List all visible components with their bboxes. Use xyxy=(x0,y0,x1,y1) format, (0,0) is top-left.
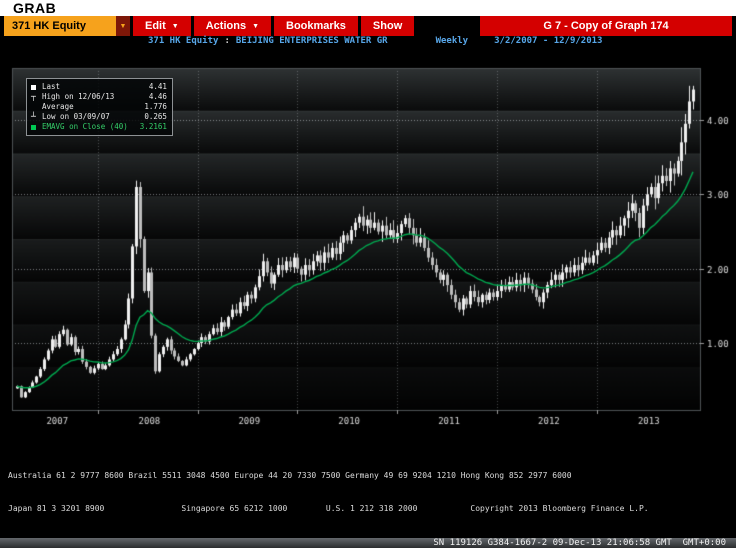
command-toolbar: 371 HK Equity ▼ Edit ▼ Actions ▼ Bookmar… xyxy=(0,16,736,36)
chart-area: Last 4.41 High on 12/06/13 4.46 Average … xyxy=(0,46,736,446)
info-frequency[interactable]: Weekly xyxy=(435,36,469,46)
info-security: 371 HK Equity xyxy=(148,36,219,46)
info-security-name: BEIJING ENTERPRISES WATER GR xyxy=(235,36,388,46)
edit-button[interactable]: Edit ▼ xyxy=(133,16,191,36)
graph-title: G 7 - Copy of Graph 174 xyxy=(480,16,732,36)
security-info-bar: 371 HK Equity : BEIJING ENTERPRISES WATE… xyxy=(0,36,736,46)
caret-down-icon: ▼ xyxy=(119,22,127,30)
show-button[interactable]: Show xyxy=(360,16,415,36)
legend-row-last: Last 4.41 xyxy=(31,82,167,92)
chart-legend[interactable]: Last 4.41 High on 12/06/13 4.46 Average … xyxy=(26,78,173,136)
legend-row-low: Low on 03/09/07 0.265 xyxy=(31,112,167,122)
actions-button[interactable]: Actions ▼ xyxy=(193,16,271,36)
bloomberg-footer: Australia 61 2 9777 8600 Brazil 5511 304… xyxy=(0,446,736,538)
footer-line-1: Australia 61 2 9777 8600 Brazil 5511 304… xyxy=(8,471,572,480)
emavg-marker-icon xyxy=(31,124,40,130)
legend-row-emavg: EMAVG on Close (40) 3.2161 xyxy=(31,122,167,132)
session-info: SN 119126 G384-1667-2 09-Dec-13 21:06:58… xyxy=(433,538,726,548)
legend-row-high: High on 12/06/13 4.46 xyxy=(31,92,167,102)
low-marker-icon xyxy=(31,111,40,123)
security-field[interactable]: 371 HK Equity ▼ xyxy=(4,16,130,36)
legend-row-average: Average 1.776 xyxy=(42,101,167,111)
grab-bar: GRAB xyxy=(0,0,736,16)
info-date-range[interactable]: 3/2/2007 - 12/9/2013 xyxy=(494,36,603,46)
security-input[interactable]: 371 HK Equity xyxy=(4,16,116,36)
high-marker-icon xyxy=(31,91,40,103)
footer-line-2: Japan 81 3 3201 8900 Singapore 65 6212 1… xyxy=(8,504,649,513)
grab-label: GRAB xyxy=(13,0,57,16)
last-marker-icon xyxy=(31,84,40,90)
caret-down-icon: ▼ xyxy=(252,22,259,30)
status-bar: SN 119126 G384-1667-2 09-Dec-13 21:06:58… xyxy=(0,538,736,548)
info-separator: : xyxy=(224,36,230,46)
security-dropdown-button[interactable]: ▼ xyxy=(116,16,130,36)
caret-down-icon: ▼ xyxy=(171,22,179,30)
bookmarks-button[interactable]: Bookmarks xyxy=(274,16,358,36)
bloomberg-terminal-window: GRAB 371 HK Equity ▼ Edit ▼ Actions ▼ Bo… xyxy=(0,0,736,527)
